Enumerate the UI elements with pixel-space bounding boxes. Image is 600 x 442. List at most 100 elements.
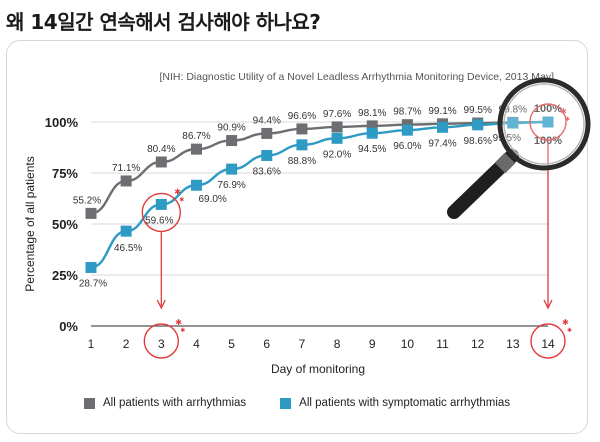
data-label-symptomatic: 98.6% (464, 136, 492, 147)
data-point-symptomatic (226, 163, 238, 175)
arrow-head-day14 (543, 299, 553, 310)
x-tick-label: 13 (506, 337, 520, 351)
data-point-symptomatic (401, 124, 413, 136)
data-point-symptomatic (542, 116, 554, 128)
y-tick-label: 50% (52, 217, 78, 232)
x-tick-label: 11 (436, 337, 449, 351)
data-label-symptomatic: 59.6% (145, 215, 173, 226)
sparkle-icon: ✱ (562, 318, 569, 327)
arrow-head-day3 (156, 299, 166, 310)
data-label-symptomatic: 94.5% (358, 144, 386, 155)
data-label-arrhythmias: 99.8% (499, 104, 527, 115)
page-title: 왜 14일간 연속해서 검사해야 하나요? (6, 10, 321, 34)
legend-label-arrhythmias: All patients with arrhythmias (103, 397, 247, 409)
data-point-symptomatic (190, 179, 202, 191)
y-tick-label: 25% (52, 268, 78, 283)
y-tick-label: 0% (59, 319, 78, 334)
data-label-arrhythmias: 94.4% (253, 115, 281, 126)
sparkle-icon: ✱ (560, 107, 567, 116)
data-label-arrhythmias: 98.7% (393, 107, 421, 118)
y-axis-label: Percentage of all patients (23, 156, 37, 291)
magnifier-lens-rim (503, 83, 585, 165)
data-label-arrhythmias: 98.1% (358, 108, 386, 119)
highlight-circle-day14-axis (530, 323, 566, 359)
x-tick-label: 7 (299, 337, 306, 351)
data-point-arrhythmias (226, 135, 238, 147)
y-tick-label: 75% (52, 166, 78, 181)
sparkle-icon: ✱ (175, 318, 182, 327)
data-label-symptomatic: 92.0% (323, 149, 351, 160)
data-point-symptomatic (366, 127, 378, 139)
data-point-symptomatic (296, 139, 308, 151)
chart-card (6, 40, 588, 434)
data-point-arrhythmias (401, 119, 413, 131)
data-point-symptomatic (155, 198, 167, 210)
annotations: ✱✱✱✱✱✱✱✱ (141, 103, 572, 359)
data-point-arrhythmias (331, 121, 343, 133)
x-tick-label: 12 (471, 337, 485, 351)
data-label-arrhythmias: 71.1% (112, 163, 140, 174)
data-label-symptomatic: 88.8% (288, 156, 316, 167)
data-label-arrhythmias: 90.9% (217, 123, 245, 134)
highlight-circle-day3-axis (143, 323, 180, 359)
data-label-arrhythmias: 80.4% (147, 144, 175, 155)
y-tick-labels: 0% 25% 50% 75% 100% (45, 115, 79, 334)
x-tick-label: 6 (263, 337, 270, 351)
x-tick-label: 8 (334, 337, 341, 351)
legend: All patients with arrhythmias All patien… (84, 397, 510, 409)
data-label-arrhythmias: 55.2% (73, 195, 101, 206)
data-label-arrhythmias: 99.5% (464, 105, 492, 116)
magnifier-ring (497, 77, 591, 171)
sparkle-icon: ✱ (565, 116, 570, 123)
x-tick-label: 4 (193, 337, 200, 351)
x-tick-label: 10 (401, 337, 415, 351)
x-tick-label: 9 (369, 337, 376, 351)
data-label-arrhythmias: 97.6% (323, 109, 351, 120)
data-label-symptomatic: 76.9% (217, 180, 245, 191)
data-label-symptomatic: 46.5% (114, 243, 142, 254)
x-tick-label: 5 (228, 337, 235, 351)
y-tick-label: 100% (45, 115, 79, 130)
source-note: [NIH: Diagnostic Utility of a Novel Lead… (160, 71, 555, 83)
data-point-symptomatic (437, 121, 449, 133)
x-tick-label: 3 (158, 337, 165, 351)
data-label-symptomatic: 96.0% (393, 141, 421, 152)
x-axis-label: Day of monitoring (271, 362, 365, 376)
data-label-symptomatic: 28.7% (79, 278, 107, 289)
x-tick-label: 1 (88, 337, 95, 351)
data-label-symptomatic: 69.0% (198, 194, 226, 205)
legend-swatch-symptomatic (280, 397, 292, 409)
data-point-symptomatic (472, 119, 484, 131)
x-tick-labels: 1 2 3 4 5 6 7 8 9 10 11 12 13 14 (88, 337, 555, 351)
data-point-arrhythmias (296, 123, 308, 135)
x-tick-label: 14 (541, 337, 555, 351)
data-label-symptomatic: 97.4% (428, 138, 456, 149)
legend-item-arrhythmias: All patients with arrhythmias (84, 397, 246, 409)
data-point-arrhythmias (120, 175, 132, 187)
legend-swatch-arrhythmias (84, 397, 95, 409)
series-layer: 55.2% 28.7% 71.1% 46.5% 80.4% 59.6% 86.7% 69.0%… (73, 103, 562, 289)
sparkle-icon: ✱ (180, 327, 185, 334)
legend-label-symptomatic: All patients with symptomatic arrhythmia… (299, 397, 511, 409)
data-point-symptomatic (331, 132, 343, 144)
data-point-symptomatic (261, 149, 273, 161)
sparkle-icon: ✱ (174, 187, 181, 196)
magnifier-collar (494, 152, 516, 174)
data-label-arrhythmias: 99.1% (428, 106, 456, 117)
data-point-arrhythmias (190, 143, 202, 155)
data-point-arrhythmias (366, 120, 378, 132)
data-label-symptomatic: 83.6% (253, 166, 281, 177)
magnifier-icon (447, 77, 591, 219)
data-point-arrhythmias (261, 127, 273, 139)
x-tick-label: 2 (123, 337, 130, 351)
sparkle-icon: ✱ (567, 327, 572, 334)
legend-item-symptomatic: All patients with symptomatic arrhythmia… (280, 397, 510, 409)
data-point-symptomatic (507, 117, 519, 129)
data-point-symptomatic (120, 225, 132, 237)
data-point-arrhythmias (85, 207, 97, 219)
data-label-arrhythmias: 96.6% (288, 111, 316, 122)
data-label-arrhythmias: 86.7% (182, 131, 210, 142)
data-point-symptomatic (85, 261, 97, 273)
sparkle-icon: ✱ (179, 196, 184, 203)
